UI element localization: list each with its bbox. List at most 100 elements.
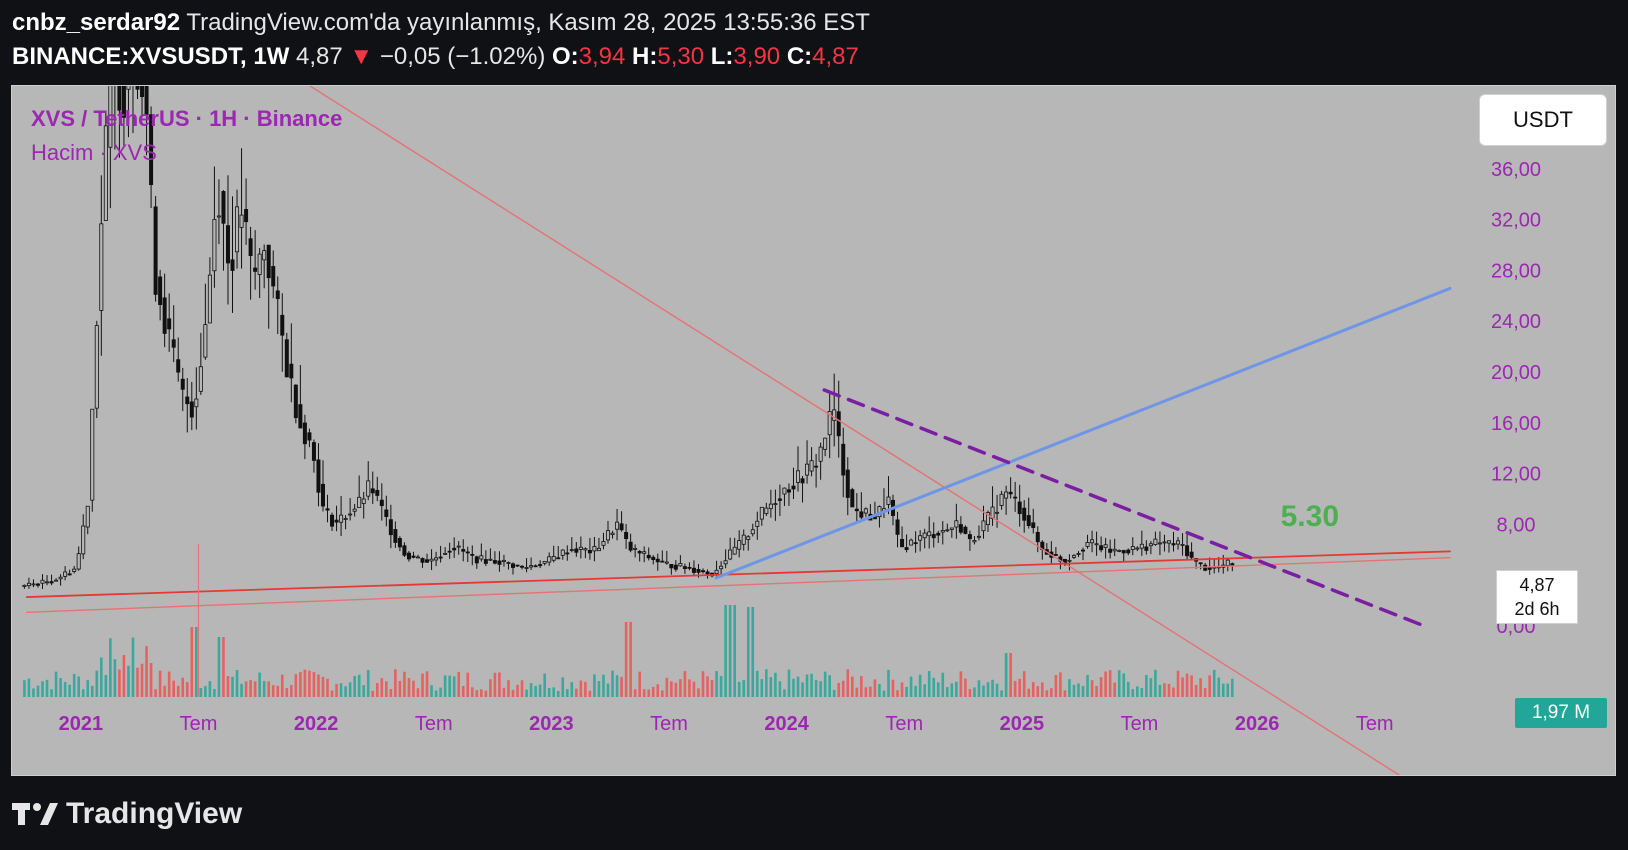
y-tick-label: 12,00	[1491, 464, 1541, 486]
author-name[interactable]: cnbz_serdar92	[12, 9, 181, 36]
candle-body	[1171, 543, 1176, 546]
candle-body	[845, 469, 850, 498]
chart-frame[interactable]: 5.30 36,00 32,00 28,00 24,00 20,00 16,00 12,00 8…	[11, 85, 1616, 776]
volume-bar	[1004, 653, 1008, 697]
volume-bar	[724, 605, 727, 697]
volume-bar	[823, 671, 827, 697]
candle-body	[320, 483, 325, 507]
candle-body	[58, 576, 63, 580]
y-tick-label: 32,00	[1491, 210, 1541, 232]
candle-body	[520, 565, 525, 568]
volume-bar	[280, 674, 284, 697]
volume-bar	[403, 671, 406, 697]
volume-bar	[1185, 673, 1189, 697]
volume-bar	[145, 646, 148, 697]
volume-bar	[751, 607, 755, 697]
volume-bar	[841, 680, 845, 697]
volume-bar	[1009, 653, 1012, 697]
tradingview-logo[interactable]: TradingView	[12, 797, 242, 831]
volume-bar	[584, 681, 587, 697]
currency-button[interactable]: USDT	[1479, 94, 1607, 146]
volume-bar	[787, 669, 791, 697]
volume-bar	[973, 687, 976, 697]
candle-body	[343, 518, 348, 520]
candle-body	[841, 443, 846, 476]
volume-bar	[611, 670, 614, 697]
candle-body	[976, 535, 981, 538]
candle-body	[768, 503, 773, 510]
candle-body	[81, 525, 86, 555]
candle-body	[922, 532, 927, 539]
candle-body	[158, 276, 163, 305]
candle-body	[434, 557, 439, 561]
candle-body	[949, 527, 954, 530]
x-tick-label: Tem	[885, 713, 923, 735]
volume-bar	[733, 605, 736, 697]
volume-bar	[389, 689, 393, 697]
candle-body	[737, 540, 742, 550]
volume-bar	[63, 681, 67, 697]
candle-body	[149, 114, 154, 186]
candle-body	[1157, 542, 1162, 545]
candle-body	[103, 125, 108, 221]
volume-bar	[769, 677, 773, 697]
volume-bar	[470, 687, 474, 697]
candle-body	[506, 562, 511, 564]
volume-bar	[543, 673, 546, 697]
volume-bar	[72, 673, 76, 697]
support-lower-line	[26, 556, 1451, 613]
volume-bar	[918, 674, 922, 697]
volume-bar	[461, 685, 465, 697]
candle-body	[330, 514, 335, 527]
candle-body	[117, 86, 122, 111]
candle-body	[900, 539, 905, 548]
candle-body	[194, 398, 199, 408]
candle-body	[31, 583, 36, 586]
volume-legend[interactable]: Hacim · XVS	[31, 140, 157, 165]
volume-bar	[792, 678, 795, 697]
candle-body	[986, 512, 991, 526]
candle-body	[85, 505, 90, 528]
candle-body	[207, 274, 212, 324]
candle-body	[501, 559, 506, 562]
volume-bar	[118, 669, 121, 697]
volume-bar	[846, 669, 850, 697]
series-legend[interactable]: XVS / TetherUS · 1H · Binance	[31, 106, 343, 131]
volume-bar	[253, 681, 257, 697]
volume-bar	[1099, 677, 1103, 697]
candle-body	[1225, 559, 1230, 566]
volume-bar	[1221, 683, 1225, 697]
candle-body	[796, 470, 801, 483]
x-tick-label: 2024	[764, 713, 809, 735]
volume-bar	[439, 687, 442, 697]
volume-bar	[715, 671, 718, 697]
candle-body	[402, 545, 407, 556]
volume-bar	[873, 679, 877, 697]
volume-bar	[1059, 672, 1062, 697]
volume-bar	[362, 685, 366, 697]
price-chart[interactable]: 5.30 36,00 32,00 28,00 24,00 20,00 16,00 12,00 8…	[12, 86, 1616, 776]
volume-bar	[163, 685, 166, 697]
candle-body	[1153, 538, 1158, 545]
volume-bar	[1212, 669, 1216, 697]
candle-body	[388, 519, 393, 536]
candle-body	[99, 223, 104, 311]
candle-body	[954, 520, 959, 528]
volume-bar	[249, 680, 252, 697]
candle-body	[569, 549, 574, 551]
volume-bar	[959, 671, 963, 697]
candle-body	[361, 498, 366, 504]
candle-body	[886, 496, 891, 505]
volume-bar	[805, 674, 809, 697]
volume-bar	[832, 689, 836, 697]
volume-bar	[565, 689, 569, 697]
volume-bar	[480, 689, 483, 697]
volume-bar	[23, 680, 26, 697]
candle-body	[22, 584, 27, 587]
candle-body	[556, 557, 561, 560]
volume-bar	[353, 675, 356, 697]
volume-bar	[1149, 678, 1153, 697]
candle-body	[253, 267, 258, 272]
volume-bar	[1086, 674, 1089, 697]
volume-bar	[50, 689, 53, 697]
